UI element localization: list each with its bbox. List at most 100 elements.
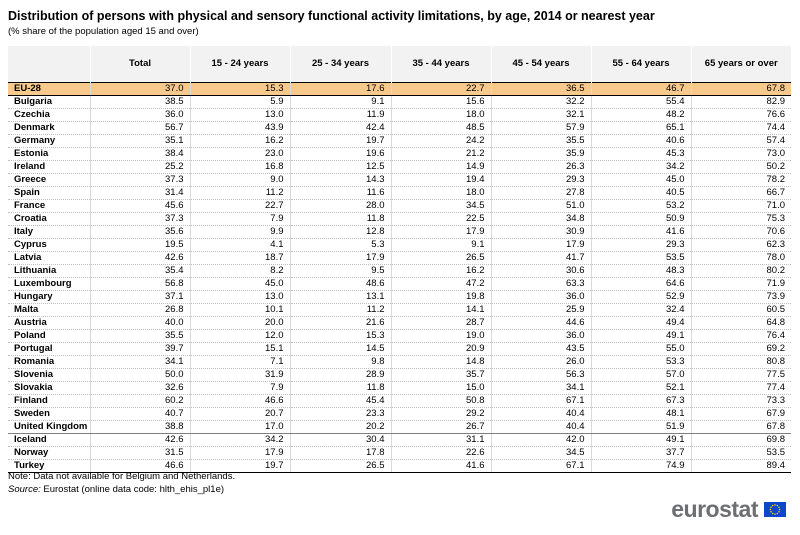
row-country: Austria (8, 316, 90, 330)
table-row: Lithuania 35.4 8.2 9.5 16.2 30.6 48.3 80.2 (8, 264, 791, 278)
row-value: 17.9 (289, 251, 391, 265)
row-value: 14.9 (390, 160, 491, 174)
row-value: 71.0 (690, 199, 791, 213)
row-value: 51.0 (490, 199, 591, 213)
row-value: 47.2 (390, 277, 491, 291)
row-value: 55.0 (590, 342, 691, 356)
row-value: 26.3 (490, 160, 591, 174)
table-row: Italy 35.6 9.9 12.8 17.9 30.9 41.6 70.6 (8, 225, 791, 239)
row-value: 31.1 (390, 433, 491, 447)
row-value: 24.2 (390, 134, 491, 148)
row-value: 78.2 (690, 173, 791, 187)
row-country: Iceland (8, 433, 90, 447)
row-country: Turkey (8, 459, 90, 473)
row-value: 74.4 (690, 121, 791, 135)
row-value: 35.5 (490, 134, 591, 148)
row-value: 9.1 (289, 95, 391, 109)
row-country: Lithuania (8, 264, 90, 278)
table-row: Finland 60.2 46.6 45.4 50.8 67.1 67.3 73.3 (8, 394, 791, 408)
row-value: 73.9 (690, 290, 791, 304)
row-value: 45.4 (289, 394, 391, 408)
row-value: 40.5 (590, 186, 691, 200)
row-value: 42.6 (89, 433, 190, 447)
row-value: 34.2 (590, 160, 691, 174)
row-value: 23.0 (189, 147, 290, 161)
row-value: 35.4 (89, 264, 190, 278)
row-value: 56.8 (89, 277, 190, 291)
row-value: 5.3 (289, 238, 391, 252)
row-value: 89.4 (690, 459, 791, 473)
row-value: 67.3 (590, 394, 691, 408)
row-value: 35.1 (89, 134, 190, 148)
row-value: 9.5 (289, 264, 391, 278)
row-value: 28.7 (390, 316, 491, 330)
row-value: 31.5 (89, 446, 190, 460)
table-row: United Kingdom 38.8 17.0 20.2 26.7 40.4 51.9 67… (8, 420, 791, 434)
row-value: 36.5 (490, 81, 591, 96)
row-value: 9.1 (390, 238, 491, 252)
row-value: 19.5 (89, 238, 190, 252)
row-value: 32.4 (590, 303, 691, 317)
row-value: 11.8 (289, 381, 391, 395)
row-value: 78.0 (690, 251, 791, 265)
row-value: 13.0 (189, 108, 290, 122)
table-row: Turkey 46.6 19.7 26.5 41.6 67.1 74.9 89.4 (8, 459, 791, 473)
row-value: 8.2 (189, 264, 290, 278)
row-value: 80.8 (690, 355, 791, 369)
row-value: 19.7 (289, 134, 391, 148)
row-value: 63.3 (490, 277, 591, 291)
row-value: 42.6 (89, 251, 190, 265)
row-value: 48.5 (390, 121, 491, 135)
table-header-row: Total 15 - 24 years 25 - 34 years 35 - 4… (8, 46, 791, 82)
row-value: 13.1 (289, 290, 391, 304)
page-title: Distribution of persons with physical an… (8, 9, 655, 23)
column-header: 65 years or over (690, 46, 791, 82)
row-value: 11.2 (289, 303, 391, 317)
row-value: 9.9 (189, 225, 290, 239)
row-value: 46.6 (89, 459, 190, 473)
row-value: 36.0 (490, 329, 591, 343)
row-value: 7.9 (189, 381, 290, 395)
row-country: United Kingdom (8, 420, 90, 434)
row-value: 19.7 (189, 459, 290, 473)
row-value: 34.5 (390, 199, 491, 213)
row-value: 26.8 (89, 303, 190, 317)
row-value: 40.7 (89, 407, 190, 421)
row-value: 35.6 (89, 225, 190, 239)
row-value: 42.0 (490, 433, 591, 447)
row-value: 37.3 (89, 212, 190, 226)
row-value: 34.2 (189, 433, 290, 447)
row-country: Cyprus (8, 238, 90, 252)
row-value: 69.8 (690, 433, 791, 447)
table-row: Romania 34.1 7.1 9.8 14.8 26.0 53.3 80.8 (8, 355, 791, 369)
row-value: 15.1 (189, 342, 290, 356)
row-value: 41.6 (590, 225, 691, 239)
row-value: 20.2 (289, 420, 391, 434)
table-row: Slovakia 32.6 7.9 11.8 15.0 34.1 52.1 77.4 (8, 381, 791, 395)
row-country: Estonia (8, 147, 90, 161)
row-value: 12.8 (289, 225, 391, 239)
row-country: Ireland (8, 160, 90, 174)
row-country: France (8, 199, 90, 213)
row-value: 14.8 (390, 355, 491, 369)
column-header: 25 - 34 years (289, 46, 391, 82)
row-value: 82.9 (690, 95, 791, 109)
row-value: 65.1 (590, 121, 691, 135)
row-value: 76.6 (690, 108, 791, 122)
row-value: 43.5 (490, 342, 591, 356)
row-value: 51.9 (590, 420, 691, 434)
row-value: 29.3 (590, 238, 691, 252)
row-value: 21.2 (390, 147, 491, 161)
row-value: 49.1 (590, 329, 691, 343)
row-value: 44.6 (490, 316, 591, 330)
column-header: Total (89, 46, 190, 82)
row-value: 9.8 (289, 355, 391, 369)
row-value: 30.6 (490, 264, 591, 278)
row-value: 13.0 (189, 290, 290, 304)
row-value: 66.7 (690, 186, 791, 200)
row-value: 36.0 (490, 290, 591, 304)
row-value: 32.6 (89, 381, 190, 395)
table-row: Bulgaria 38.5 5.9 9.1 15.6 32.2 55.4 82.9 (8, 95, 791, 109)
row-value: 11.8 (289, 212, 391, 226)
row-country: Germany (8, 134, 90, 148)
